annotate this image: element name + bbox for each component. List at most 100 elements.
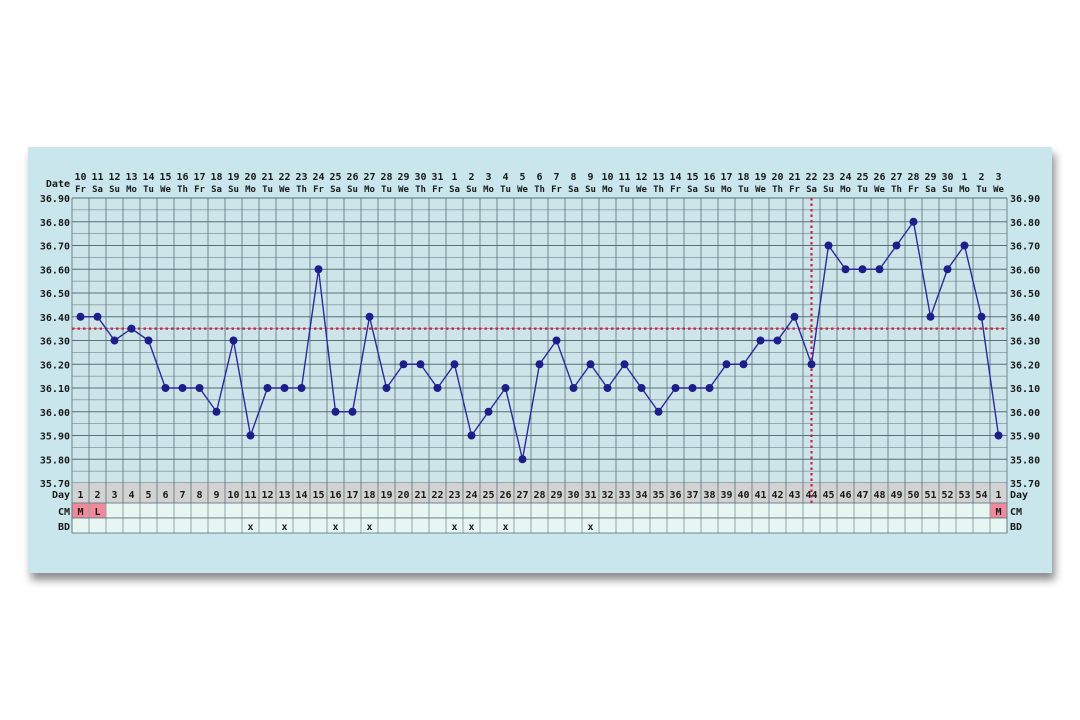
y-tick-label-left: 36.10 — [40, 384, 70, 395]
weekday-label: Mo — [721, 185, 732, 195]
temperature-point — [552, 336, 561, 345]
weekday-label: Tu — [262, 185, 273, 195]
day-label: 36 — [669, 490, 681, 501]
weekday-label: Fr — [908, 185, 919, 195]
weekday-label: Tu — [976, 185, 987, 195]
date-label: 12 — [635, 172, 647, 183]
day-label: 51 — [924, 490, 936, 501]
temperature-point — [467, 431, 476, 440]
day-label: 9 — [213, 490, 219, 501]
temperature-point — [246, 431, 255, 440]
weekday-label: Fr — [551, 185, 562, 195]
weekday-label: Tu — [619, 185, 630, 195]
day-label: 4 — [128, 490, 134, 501]
date-label: 10 — [601, 172, 613, 183]
weekday-label: We — [993, 185, 1004, 195]
temperature-point — [93, 312, 102, 321]
weekday-label: Tu — [500, 185, 511, 195]
weekday-label: Mo — [602, 185, 613, 195]
y-tick-label-right: 36.20 — [1010, 360, 1040, 371]
bd-row-label-left: BD — [58, 522, 70, 533]
weekday-label: Sa — [925, 185, 936, 195]
weekday-label: Sa — [687, 185, 698, 195]
day-label: 49 — [890, 490, 902, 501]
date-label: 24 — [839, 172, 851, 183]
weekday-label: Fr — [313, 185, 324, 195]
date-label: 25 — [329, 172, 341, 183]
date-label: 27 — [890, 172, 902, 183]
temperature-point — [943, 265, 952, 274]
date-label: 24 — [312, 172, 324, 183]
day-label: 2 — [94, 490, 100, 501]
date-label: 1 — [961, 172, 967, 183]
weekday-label: We — [874, 185, 885, 195]
day-label: 35 — [652, 490, 664, 501]
temperature-point — [416, 360, 425, 369]
date-label: 16 — [703, 172, 715, 183]
weekday-label: Fr — [432, 185, 443, 195]
temperature-point — [569, 384, 578, 392]
day-label: 1 — [995, 490, 1001, 501]
day-label: 42 — [771, 490, 783, 501]
day-label: 18 — [363, 490, 375, 501]
date-label: 14 — [142, 172, 154, 183]
y-tick-label-right: 36.60 — [1010, 265, 1040, 276]
temperature-point — [450, 360, 459, 369]
y-tick-label-left: 36.30 — [40, 337, 70, 348]
y-tick-label-right: 36.80 — [1010, 218, 1040, 229]
temperature-point — [110, 336, 119, 345]
date-label: 28 — [380, 172, 392, 183]
temperature-point — [484, 407, 493, 416]
date-label: 19 — [227, 172, 239, 183]
temperature-point — [824, 241, 833, 250]
date-label: 7 — [553, 172, 559, 183]
weekday-label: Mo — [126, 185, 137, 195]
cm-mark: L — [94, 507, 100, 518]
weekday-label: Tu — [143, 185, 154, 195]
weekday-label: Fr — [670, 185, 681, 195]
day-label: 52 — [941, 490, 953, 501]
temperature-point — [518, 455, 527, 464]
y-tick-label-right: 36.10 — [1010, 384, 1040, 395]
temperature-point — [586, 360, 595, 369]
weekday-label: Su — [585, 185, 596, 195]
date-label: 15 — [686, 172, 698, 183]
date-label: 21 — [261, 172, 273, 183]
temperature-point — [807, 360, 816, 369]
date-label: 28 — [907, 172, 919, 183]
day-label: 34 — [635, 490, 647, 501]
weekday-label: Th — [653, 185, 664, 195]
y-tick-label-left: 36.80 — [40, 218, 70, 229]
weekday-label: Mo — [483, 185, 494, 195]
date-label: 4 — [502, 172, 508, 183]
date-label: 31 — [431, 172, 443, 183]
cm-cell — [72, 503, 89, 518]
day-label: 10 — [227, 490, 239, 501]
day-label: 37 — [686, 490, 698, 501]
y-tick-label-left: 36.60 — [40, 265, 70, 276]
y-tick-label-left: 36.90 — [40, 194, 70, 205]
temperature-point — [195, 384, 204, 392]
date-label: 30 — [414, 172, 426, 183]
date-label: 26 — [873, 172, 885, 183]
temperature-point — [535, 360, 544, 369]
weekday-label: Su — [347, 185, 358, 195]
y-tick-label-left: 35.70 — [40, 479, 70, 490]
date-label: 23 — [295, 172, 307, 183]
date-label: 17 — [720, 172, 732, 183]
date-label: 26 — [346, 172, 358, 183]
day-label: 33 — [618, 490, 630, 501]
temperature-point — [977, 312, 986, 321]
date-label: 2 — [978, 172, 984, 183]
date-label: 18 — [737, 172, 749, 183]
y-tick-label-right: 36.00 — [1010, 408, 1040, 419]
temperature-point — [212, 407, 221, 416]
day-label: 27 — [516, 490, 528, 501]
weekday-label: Mo — [364, 185, 375, 195]
temperature-point — [705, 384, 714, 392]
cm-row-label-left: CM — [58, 507, 70, 518]
date-label: 11 — [91, 172, 103, 183]
y-tick-label-right: 36.70 — [1010, 242, 1040, 253]
temperature-point — [960, 241, 969, 250]
day-label: 40 — [737, 490, 749, 501]
